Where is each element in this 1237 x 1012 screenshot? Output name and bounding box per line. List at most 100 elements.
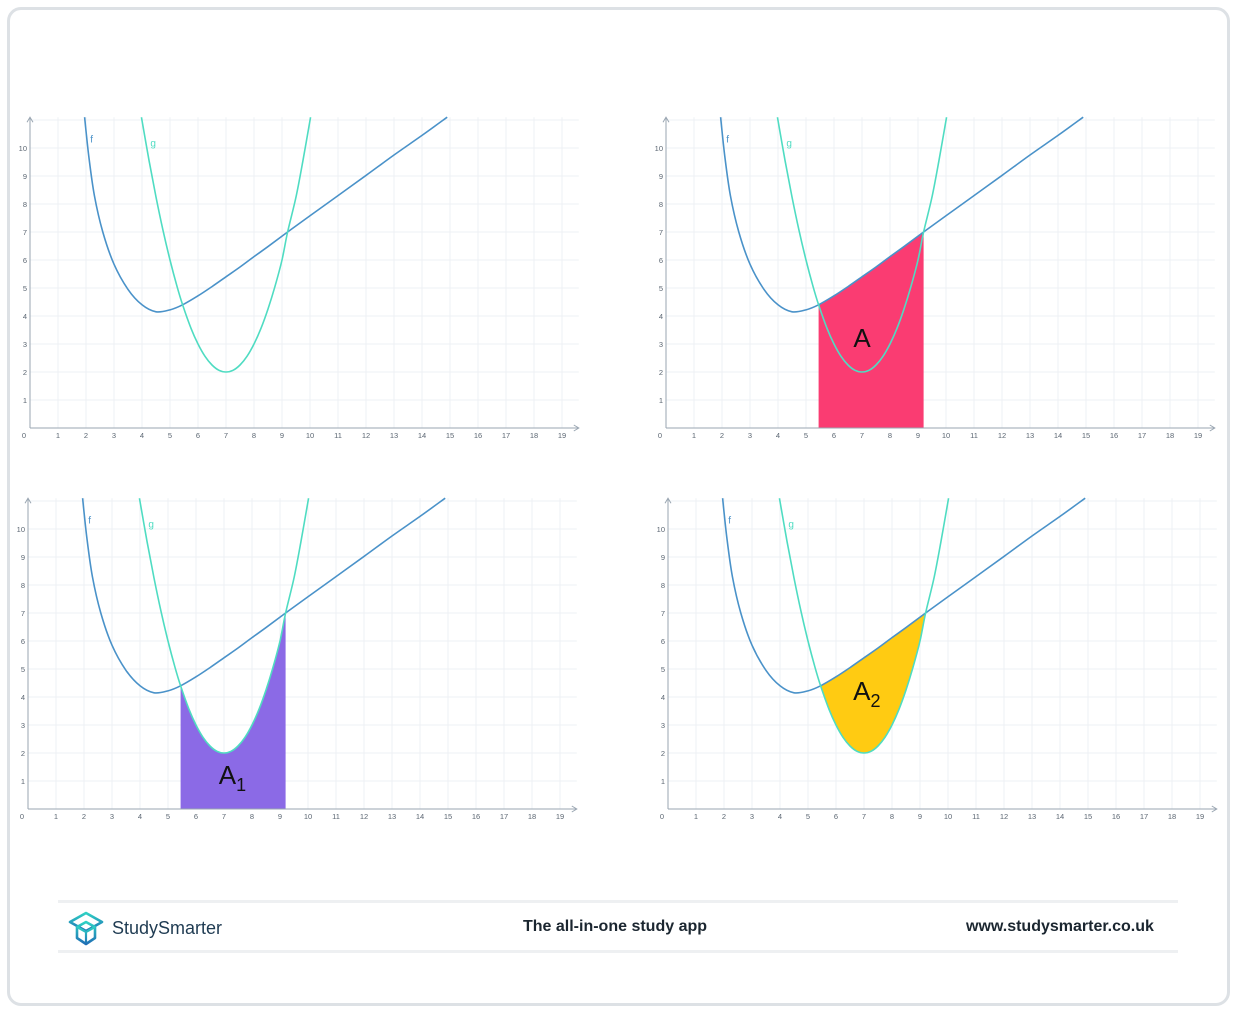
y-tick-label: 6 xyxy=(21,637,25,646)
x-tick-label: 15 xyxy=(1082,431,1090,440)
x-tick-label: 12 xyxy=(362,431,370,440)
x-tick-label: 3 xyxy=(112,431,116,440)
x-tick-label: 0 xyxy=(660,812,664,821)
y-tick-label: 6 xyxy=(23,256,27,265)
y-tick-label: 8 xyxy=(659,200,663,209)
x-tick-label: 17 xyxy=(1138,431,1146,440)
y-tick-label: 3 xyxy=(23,340,27,349)
tagline: The all-in-one study app xyxy=(523,918,708,935)
x-tick-label: 19 xyxy=(558,431,566,440)
x-tick-label: 3 xyxy=(750,812,754,821)
y-tick-label: 3 xyxy=(661,721,665,730)
y-tick-label: 10 xyxy=(655,144,663,153)
x-tick-label: 4 xyxy=(778,812,782,821)
chart-functions-f-g: 0 1 2 3 4 5 6 7 8 9 10 11 12 13 14 15 16 17 18 191234567891… xyxy=(19,116,580,440)
y-axis-arrow-icon xyxy=(26,116,34,123)
series-f-label: f xyxy=(88,515,91,526)
x-tick-label: 10 xyxy=(944,812,952,821)
footer-divider-top xyxy=(58,900,1178,903)
y-tick-label: 9 xyxy=(21,553,25,562)
x-tick-label: 9 xyxy=(280,431,284,440)
brand-name: StudySmarter xyxy=(112,918,223,938)
area-label-main: A xyxy=(853,676,871,706)
x-tick-label: 10 xyxy=(304,812,312,821)
x-axis-arrow-icon xyxy=(1209,424,1216,432)
y-tick-label: 9 xyxy=(661,553,665,562)
y-tick-label: 9 xyxy=(659,172,663,181)
x-tick-label: 13 xyxy=(390,431,398,440)
y-tick-label: 9 xyxy=(23,172,27,181)
x-tick-label: 4 xyxy=(776,431,780,440)
x-tick-label: 2 xyxy=(720,431,724,440)
area-label: A1 xyxy=(219,760,246,795)
series-g-line xyxy=(138,498,310,754)
chart-area-a1: 0 1 2 3 4 5 6 7 8 9 10 11 12 13 14 15 16 17 18 191234567891… xyxy=(17,497,578,821)
y-tick-label: 8 xyxy=(661,581,665,590)
y-axis-arrow-icon xyxy=(24,497,32,504)
series-g-label: g xyxy=(788,520,794,531)
y-tick-label: 7 xyxy=(659,228,663,237)
y-tick-label: 4 xyxy=(23,312,27,321)
x-tick-label: 7 xyxy=(224,431,228,440)
x-tick-label: 17 xyxy=(500,812,508,821)
y-tick-label: 8 xyxy=(21,581,25,590)
y-axis-arrow-icon xyxy=(664,497,672,504)
y-tick-label: 1 xyxy=(23,396,27,405)
shaded-area-a2 xyxy=(820,613,926,753)
y-tick-label: 3 xyxy=(21,721,25,730)
x-tick-label: 18 xyxy=(528,812,536,821)
x-tick-label: 5 xyxy=(804,431,808,440)
y-tick-label: 1 xyxy=(21,777,25,786)
x-tick-label: 19 xyxy=(556,812,564,821)
shaded-area-a1 xyxy=(180,613,286,809)
y-tick-label: 4 xyxy=(659,312,663,321)
x-tick-label: 11 xyxy=(332,812,340,821)
area-label: A2 xyxy=(853,676,880,711)
area-label-subscript: 1 xyxy=(236,775,246,795)
x-tick-label: 12 xyxy=(360,812,368,821)
x-tick-label: 13 xyxy=(388,812,396,821)
area-label: A xyxy=(853,323,871,353)
y-tick-label: 4 xyxy=(21,693,25,702)
x-tick-label: 17 xyxy=(502,431,510,440)
y-tick-label: 2 xyxy=(659,368,663,377)
x-tick-label: 18 xyxy=(530,431,538,440)
studysmarter-logo-icon xyxy=(68,911,104,946)
x-tick-label: 14 xyxy=(1054,431,1062,440)
y-tick-label: 10 xyxy=(657,525,665,534)
x-axis-arrow-icon xyxy=(1211,805,1218,813)
series-g-label: g xyxy=(148,520,154,531)
x-tick-label: 3 xyxy=(110,812,114,821)
x-tick-label: 11 xyxy=(970,431,978,440)
x-tick-label: 15 xyxy=(446,431,454,440)
y-tick-label: 1 xyxy=(661,777,665,786)
x-tick-label: 1 xyxy=(692,431,696,440)
x-tick-label: 11 xyxy=(334,431,342,440)
page-frame xyxy=(7,7,1230,1006)
x-tick-label: 14 xyxy=(418,431,426,440)
x-tick-label: 9 xyxy=(278,812,282,821)
x-tick-label: 7 xyxy=(860,431,864,440)
x-tick-label: 0 xyxy=(658,431,662,440)
x-tick-label: 5 xyxy=(806,812,810,821)
x-tick-label: 8 xyxy=(890,812,894,821)
x-tick-label: 16 xyxy=(472,812,480,821)
area-label-main: A xyxy=(853,323,871,353)
x-tick-label: 5 xyxy=(166,812,170,821)
y-tick-label: 1 xyxy=(659,396,663,405)
x-axis-arrow-icon xyxy=(573,424,580,432)
x-tick-label: 16 xyxy=(1110,431,1118,440)
y-tick-label: 5 xyxy=(661,665,665,674)
x-tick-label: 15 xyxy=(444,812,452,821)
y-tick-label: 5 xyxy=(659,284,663,293)
footer-divider-bottom xyxy=(58,950,1178,953)
x-tick-label: 6 xyxy=(196,431,200,440)
x-tick-label: 15 xyxy=(1084,812,1092,821)
series-f-label: f xyxy=(90,134,93,145)
x-tick-label: 2 xyxy=(84,431,88,440)
chart-area-a: 0 1 2 3 4 5 6 7 8 9 10 11 12 13 14 15 16 17 18 191234567891… xyxy=(655,116,1216,440)
series-g-label: g xyxy=(786,139,792,150)
x-tick-label: 4 xyxy=(140,431,144,440)
x-tick-label: 8 xyxy=(252,431,256,440)
website-url[interactable]: www.studysmarter.co.uk xyxy=(966,918,1154,935)
